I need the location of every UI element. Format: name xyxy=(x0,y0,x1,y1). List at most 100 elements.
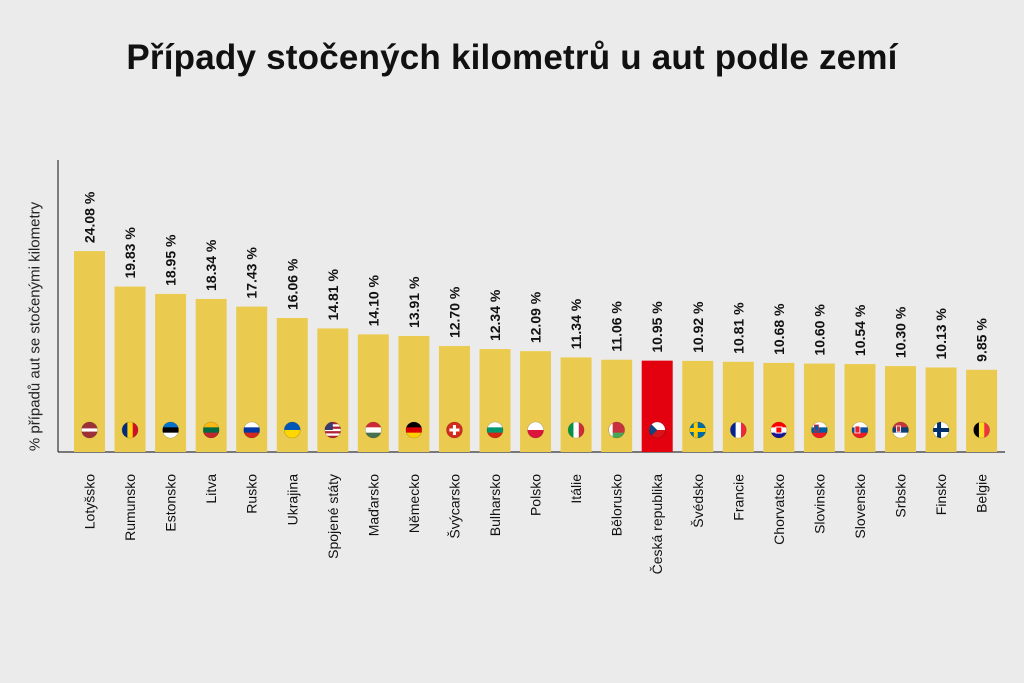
italy-flag-icon xyxy=(567,421,585,439)
lithuania-flag-icon xyxy=(202,421,220,439)
bar-group: 14.10 % Maďarsko xyxy=(357,274,389,537)
value-label: 19.83 % xyxy=(122,227,138,279)
finland-flag-icon xyxy=(932,421,950,439)
croatia-flag-icon xyxy=(770,421,788,439)
category-label: Belgie xyxy=(974,474,990,513)
germany-flag-icon xyxy=(405,421,423,439)
category-label: Lotyšsko xyxy=(82,474,98,529)
value-label: 18.95 % xyxy=(163,234,179,286)
sweden-flag-icon xyxy=(689,421,707,439)
bar-group: 12.70 % Švýcarsko xyxy=(438,286,470,539)
hungary-flag-icon xyxy=(365,421,382,439)
poland-flag-icon xyxy=(527,421,544,439)
slovenia-flag-icon xyxy=(811,421,828,439)
value-label: 11.34 % xyxy=(568,298,584,349)
value-label: 24.08 % xyxy=(82,191,98,243)
slovakia-flag-icon xyxy=(851,421,869,439)
value-label: 10.13 % xyxy=(933,308,949,360)
category-label: Srbsko xyxy=(893,474,909,518)
bar-group: 18.34 % Litva xyxy=(195,239,227,504)
value-label: 13.91 % xyxy=(406,276,422,328)
belgium-flag-icon xyxy=(973,421,990,439)
serbia-flag-icon xyxy=(892,421,909,439)
category-label: Estonsko xyxy=(163,474,179,532)
bar-group: 12.09 % Polsko xyxy=(520,291,552,516)
value-label: 14.81 % xyxy=(325,269,341,321)
bar-group: 10.54 % Slovensko xyxy=(844,304,876,539)
usa-flag-icon xyxy=(324,421,342,439)
bar-group: 10.60 % Slovinsko xyxy=(803,304,835,534)
latvia-flag-icon xyxy=(81,421,98,439)
category-label: Bělorusko xyxy=(609,474,625,536)
bar xyxy=(844,364,876,452)
value-label: 18.34 % xyxy=(203,239,219,291)
value-label: 14.10 % xyxy=(365,274,381,326)
bar-group: 10.30 % Srbsko xyxy=(885,306,916,518)
category-label: Rusko xyxy=(244,474,260,514)
value-label: 10.68 % xyxy=(771,303,787,355)
bulgaria-flag-icon xyxy=(486,421,504,439)
bar-group: 10.81 % Francie xyxy=(722,302,754,521)
value-label: 12.70 % xyxy=(446,286,462,338)
bar-group: 16.06 % Ukrajina xyxy=(276,258,308,526)
value-label: 10.60 % xyxy=(811,304,827,356)
category-label: Česká republika xyxy=(649,474,665,575)
chart-title: Případy stočených kilometrů u aut podle … xyxy=(126,38,898,77)
estonia-flag-icon xyxy=(162,421,179,439)
category-label: Švýcarsko xyxy=(446,474,462,539)
bar-group: 10.68 % Chorvatsko xyxy=(763,303,795,545)
value-label: 12.09 % xyxy=(528,291,544,343)
switzerland-flag-icon xyxy=(446,421,463,439)
value-label: 17.43 % xyxy=(244,247,260,299)
bar xyxy=(925,367,957,452)
bar-group: 11.34 % Itálie xyxy=(560,298,592,504)
bar xyxy=(682,360,714,452)
bar-group: 9.85 % Belgie xyxy=(966,318,998,513)
bar-group: 11.06 % Bělorusko xyxy=(601,301,633,536)
bar-group: 19.83 % Rumunsko xyxy=(114,227,146,541)
value-label: 10.54 % xyxy=(852,304,868,356)
category-label: Německo xyxy=(406,474,422,533)
bar-group: 18.95 % Estonsko xyxy=(155,234,187,532)
category-label: Itálie xyxy=(568,474,584,504)
category-label: Bulharsko xyxy=(487,474,503,536)
value-label: 9.85 % xyxy=(974,318,990,362)
bar-group: 10.95 % Česká republika xyxy=(641,301,673,575)
bar xyxy=(803,363,835,452)
bar-group: 12.34 % Bulharsko xyxy=(479,289,511,536)
ukraine-flag-icon xyxy=(283,421,301,439)
category-label: Francie xyxy=(730,474,746,521)
category-label: Ukrajina xyxy=(284,474,300,526)
value-label: 16.06 % xyxy=(284,258,300,310)
value-label: 12.34 % xyxy=(487,289,503,341)
bar-group: 17.43 % Rusko xyxy=(236,247,268,514)
category-label: Slovensko xyxy=(852,474,868,539)
romania-flag-icon xyxy=(121,421,139,439)
value-label: 10.92 % xyxy=(690,301,706,353)
bar-group: 10.13 % Finsko xyxy=(925,308,957,515)
bar-group: 10.92 % Švédsko xyxy=(682,301,714,528)
category-label: Finsko xyxy=(933,474,949,515)
bar xyxy=(722,361,754,452)
bar-group: 13.91 % Německo xyxy=(398,276,430,533)
czechia-flag-icon xyxy=(648,421,666,439)
bar xyxy=(885,366,916,452)
bar xyxy=(966,369,998,452)
category-label: Polsko xyxy=(528,474,544,516)
category-label: Slovinsko xyxy=(811,474,827,534)
value-label: 10.81 % xyxy=(730,302,746,354)
category-label: Spojené státy xyxy=(325,474,341,559)
bar xyxy=(763,362,795,452)
value-label: 10.30 % xyxy=(893,306,909,358)
belarus-flag-icon xyxy=(608,421,625,439)
russia-flag-icon xyxy=(243,421,260,439)
value-label: 10.95 % xyxy=(649,301,665,353)
france-flag-icon xyxy=(729,421,747,439)
category-label: Litva xyxy=(203,474,219,504)
category-label: Maďarsko xyxy=(365,474,381,537)
category-label: Rumunsko xyxy=(122,474,138,541)
bar xyxy=(74,251,105,452)
bar-group: 24.08 % Lotyšsko xyxy=(74,191,105,529)
bar-group: 14.81 % Spojené státy xyxy=(317,269,349,559)
